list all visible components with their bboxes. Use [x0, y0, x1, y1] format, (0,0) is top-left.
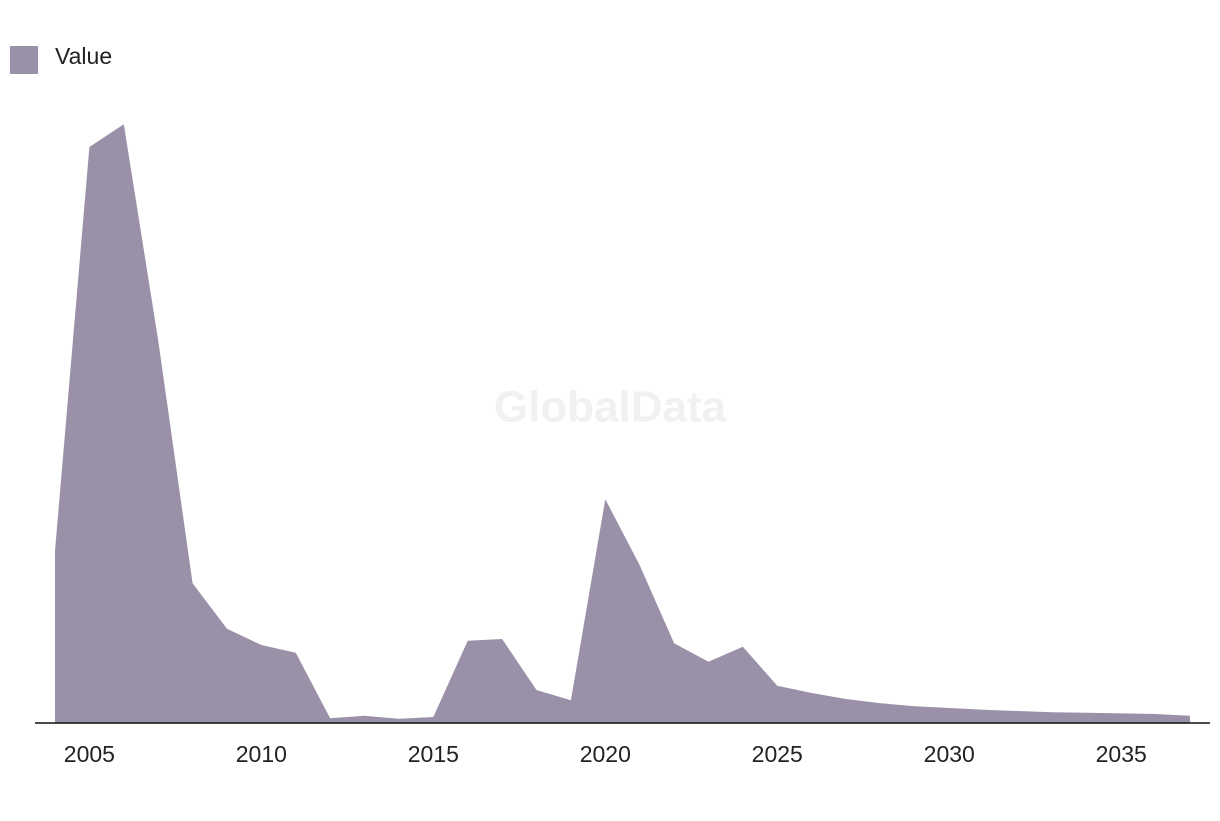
x-tick-label: 2025 [752, 741, 803, 767]
x-tick-label: 2010 [236, 741, 287, 767]
area [55, 124, 1190, 723]
x-tick-label: 2015 [408, 741, 459, 767]
x-tick-label: 2020 [580, 741, 631, 767]
x-tick-label: 2035 [1096, 741, 1147, 767]
watermark: GlobalData [494, 383, 727, 432]
legend-label: Value [55, 43, 112, 69]
legend-swatch [10, 46, 38, 74]
x-tick-label: 2005 [64, 741, 115, 767]
x-tick-label: 2030 [924, 741, 975, 767]
